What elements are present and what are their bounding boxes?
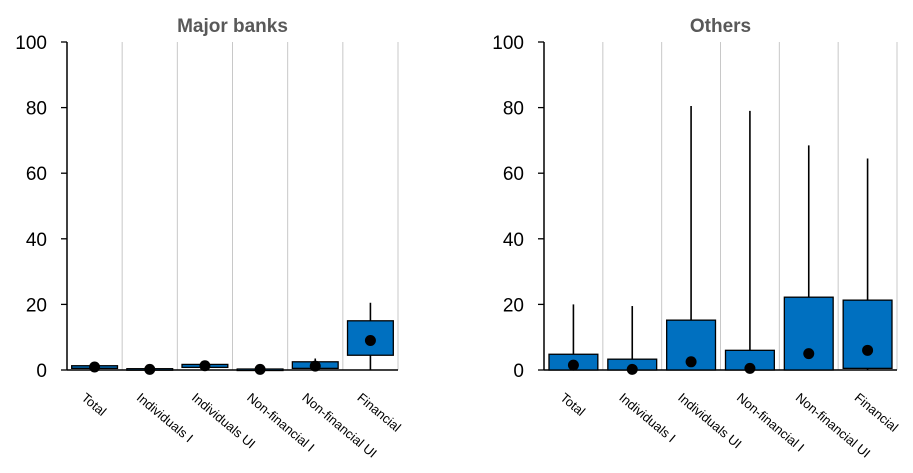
y-tick-label: 40 <box>26 230 47 251</box>
chart-title: Others <box>690 16 751 37</box>
mean-marker <box>89 361 101 373</box>
mean-marker <box>309 360 321 372</box>
mean-marker <box>199 360 211 372</box>
y-tick-label: 60 <box>503 164 524 185</box>
box <box>842 299 893 370</box>
y-tick-label: 20 <box>26 295 47 316</box>
mean-marker <box>144 363 156 375</box>
chart-panel-major-banks: Major banks 0 20 40 60 80 100 Total Individuals … <box>15 16 404 461</box>
chart-title: Major banks <box>177 16 288 37</box>
y-tick-label: 0 <box>513 361 524 382</box>
mean-marker <box>862 344 874 356</box>
x-tick-label: Individuals I <box>134 390 196 446</box>
x-tick-label: Financial <box>852 390 902 435</box>
x-tick-label: Individuals UI <box>675 390 744 452</box>
y-tick-label: 40 <box>503 230 524 251</box>
mean-marker <box>685 356 697 368</box>
y-tick-label: 20 <box>503 295 524 316</box>
mean-marker <box>744 362 756 374</box>
mean-marker <box>567 359 579 371</box>
y-tick-label: 0 <box>36 361 47 382</box>
mean-marker <box>364 334 376 346</box>
y-tick-label: 60 <box>26 164 47 185</box>
y-tick-label: 80 <box>26 99 47 120</box>
y-tick-label: 80 <box>503 99 524 120</box>
y-tick-label: 100 <box>492 33 524 54</box>
y-tick-label: 100 <box>15 33 47 54</box>
chart-panel-others: Others 0 20 40 60 80 100 Total Individuals IIndi… <box>492 16 901 461</box>
x-tick-label: Financial <box>354 390 404 435</box>
mean-marker <box>626 363 638 375</box>
mean-marker <box>254 363 266 375</box>
mean-marker <box>803 348 815 360</box>
x-tick-label: Total <box>557 390 588 419</box>
x-tick-label: Total <box>79 390 110 419</box>
x-tick-label: Individuals I <box>616 390 678 446</box>
